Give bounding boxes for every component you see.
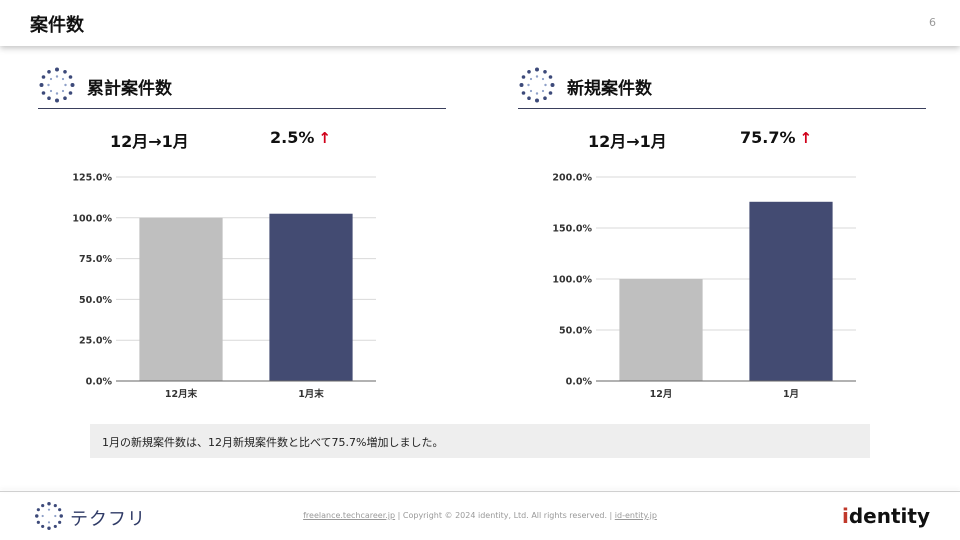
techcareer-link[interactable]: freelance.techcareer.jp [303,511,396,520]
dot-ring-logo-icon [519,67,555,103]
footer-brand-name: テクフリ [70,509,146,530]
y-tick-label: 25.0% [79,336,112,347]
y-tick-label: 100.0% [552,275,592,286]
y-tick-label: 50.0% [79,295,112,306]
right-section-header: 新規案件数 [518,66,926,106]
page-number: 6 [929,16,936,29]
bar [269,213,353,381]
y-tick-label: 0.0% [566,377,593,388]
up-arrow-icon: ↑ [318,129,331,147]
footer-divider [0,491,960,492]
right-section-title: 新規案件数 [567,79,652,99]
bar [139,217,223,381]
y-tick-label: 75.0% [79,254,112,265]
left-section-header: 累計案件数 [38,66,446,106]
page-title: 案件数 [30,15,84,36]
bar [619,279,703,381]
left-section-title: 累計案件数 [87,79,172,99]
footer-copyright-line: freelance.techcareer.jp | Copyright © 20… [0,511,960,520]
cumulative-cases-bar-chart: 0.0% 25.0% 50.0% 75.0% 100.0% 125.0% 12月末 1月末 [72,173,376,400]
left-period-label: 12月→1月 [110,132,189,151]
summary-note-text: 1月の新規案件数は、12月新規案件数と比べて75.7%増加しました。 [102,436,444,449]
left-change-value: 2.5% ↑ [270,128,331,147]
y-tick-label: 50.0% [559,326,592,337]
dot-ring-logo-icon [39,67,75,103]
right-change-text: 75.7% [740,128,796,147]
left-section-divider [38,108,446,109]
x-category-label: 12月 [650,389,673,400]
new-cases-bar-chart: 0.0% 50.0% 100.0% 150.0% 200.0% 12月 1月 [552,173,856,400]
page-header: 案件数 6 [0,0,960,46]
left-change-text: 2.5% [270,128,315,147]
y-tick-label: 200.0% [552,173,592,184]
x-category-label: 1月 [783,389,799,400]
summary-note-box: 1月の新規案件数は、12月新規案件数と比べて75.7%増加しました。 [90,424,870,458]
right-change-value: 75.7% ↑ [740,128,812,147]
x-category-label: 12月末 [165,388,198,400]
copyright-text: Copyright © 2024 identity, Ltd. All righ… [402,511,607,520]
identity-site-link[interactable]: id-entity.jp [614,511,657,520]
footer-separator: | [395,511,403,520]
y-tick-label: 125.0% [72,173,112,184]
footer-separator: | [607,511,615,520]
x-category-label: 1月末 [298,388,324,400]
y-tick-label: 0.0% [86,377,113,388]
y-tick-label: 150.0% [552,224,592,235]
y-tick-label: 100.0% [72,213,112,224]
identity-company-logo: identity [842,504,930,528]
techfree-logo-icon [35,502,63,530]
right-period-label: 12月→1月 [588,132,667,151]
bar [749,201,833,381]
up-arrow-icon: ↑ [799,129,813,147]
right-section-divider [518,108,926,109]
